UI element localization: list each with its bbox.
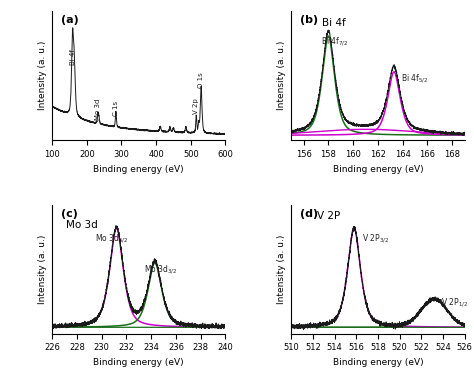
Text: Bi 4f: Bi 4f [70,49,75,64]
Text: (d): (d) [300,209,318,219]
Text: O 1s: O 1s [198,73,204,88]
X-axis label: Binding energy (eV): Binding energy (eV) [93,358,184,367]
Text: Mo 3d$_{3/2}$: Mo 3d$_{3/2}$ [145,263,178,276]
Text: (c): (c) [61,209,78,219]
Text: Mo 3d$_{5/2}$: Mo 3d$_{5/2}$ [95,232,128,246]
Text: (a): (a) [61,15,79,25]
Text: Mo 3d: Mo 3d [66,220,98,230]
Text: V 2p: V 2p [192,98,199,114]
Y-axis label: Intensity (a. u.): Intensity (a. u.) [37,235,46,304]
Text: Mo 3d: Mo 3d [95,99,101,120]
Text: V 2P$_{3/2}$: V 2P$_{3/2}$ [362,232,389,246]
X-axis label: Binding energy (eV): Binding energy (eV) [333,165,423,174]
X-axis label: Binding energy (eV): Binding energy (eV) [93,165,184,174]
Text: Bi 4f$_{5/2}$: Bi 4f$_{5/2}$ [401,72,428,85]
Text: Bi 4f: Bi 4f [322,18,346,28]
Text: Bi 4f$_{7/2}$: Bi 4f$_{7/2}$ [321,35,348,48]
Y-axis label: Intensity (a. u.): Intensity (a. u.) [37,41,46,110]
X-axis label: Binding energy (eV): Binding energy (eV) [333,358,423,367]
Text: V 2P$_{1/2}$: V 2P$_{1/2}$ [441,296,468,309]
Text: (b): (b) [300,15,318,25]
Text: V 2P: V 2P [317,211,340,221]
Y-axis label: Intensity (a. u.): Intensity (a. u.) [277,41,286,110]
Text: C 1s: C 1s [113,100,119,116]
Y-axis label: Intensity (a. u.): Intensity (a. u.) [277,235,286,304]
